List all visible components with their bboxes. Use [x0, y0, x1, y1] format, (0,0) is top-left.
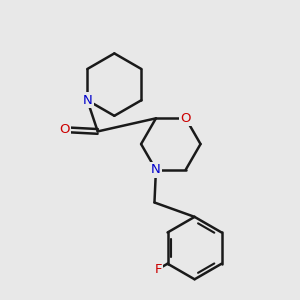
Text: N: N: [82, 94, 92, 107]
Text: O: O: [180, 112, 191, 125]
Text: F: F: [154, 263, 162, 276]
Text: N: N: [151, 163, 161, 176]
Text: O: O: [59, 123, 69, 136]
